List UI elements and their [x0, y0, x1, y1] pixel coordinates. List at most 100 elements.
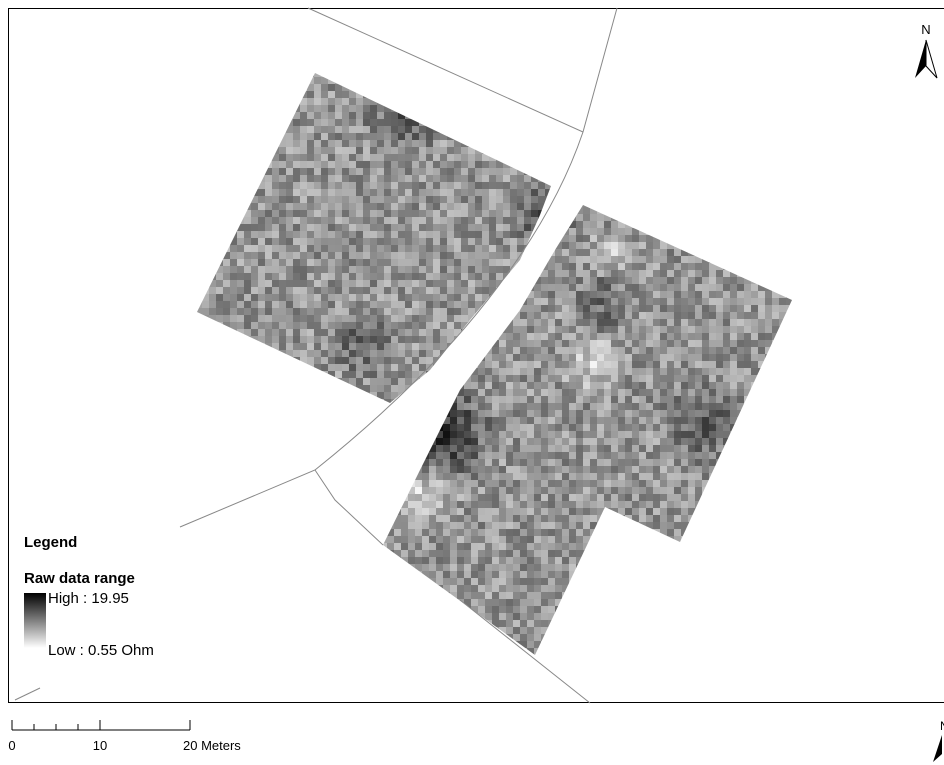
raster-cell [300, 224, 307, 231]
raster-cell [618, 459, 625, 466]
raster-cell [279, 196, 286, 203]
raster-cell [604, 473, 611, 480]
raster-cell [468, 154, 475, 161]
raster-cell [527, 326, 534, 333]
raster-cell [405, 280, 412, 287]
raster-cell [478, 480, 485, 487]
raster-cell [478, 473, 485, 480]
raster-cell [513, 389, 520, 396]
raster-cell [709, 326, 716, 333]
raster-cell [604, 284, 611, 291]
raster-cell [548, 452, 555, 459]
raster-cell [384, 203, 391, 210]
raster-cell [398, 378, 405, 385]
raster-cell [779, 305, 786, 312]
raster-cell [646, 277, 653, 284]
raster-cell [279, 168, 286, 175]
raster-cell [503, 217, 510, 224]
raster-cell [506, 417, 513, 424]
raster-cell [597, 305, 604, 312]
raster-cell [321, 203, 328, 210]
raster-cell [356, 105, 363, 112]
raster-cell [321, 189, 328, 196]
raster-cell [328, 133, 335, 140]
raster-cell [716, 270, 723, 277]
raster-cell [286, 133, 293, 140]
raster-cell [534, 438, 541, 445]
raster-cell [597, 480, 604, 487]
raster-cell [583, 487, 590, 494]
raster-cell [517, 231, 524, 238]
raster-cell [688, 438, 695, 445]
raster-cell [625, 298, 632, 305]
raster-cell [230, 273, 237, 280]
raster-cell [667, 291, 674, 298]
raster-cell [660, 473, 667, 480]
raster-cell [422, 466, 429, 473]
raster-cell [618, 270, 625, 277]
raster-cell [688, 382, 695, 389]
raster-cell [496, 266, 503, 273]
raster-cell [632, 298, 639, 305]
raster-cell [398, 238, 405, 245]
raster-cell [569, 333, 576, 340]
raster-cell [307, 343, 314, 350]
raster-cell [237, 238, 244, 245]
raster-cell [468, 182, 475, 189]
raster-cell [660, 431, 667, 438]
raster-cell [496, 224, 503, 231]
raster-cell [646, 431, 653, 438]
raster-cell [433, 294, 440, 301]
raster-cell [520, 487, 527, 494]
raster-cell [548, 298, 555, 305]
raster-cell [590, 340, 597, 347]
raster-cell [646, 466, 653, 473]
raster-cell [370, 231, 377, 238]
raster-cell [524, 196, 531, 203]
raster-cell [349, 98, 356, 105]
raster-cell [286, 140, 293, 147]
raster-cell [419, 196, 426, 203]
raster-cell [611, 263, 618, 270]
raster-cell [314, 224, 321, 231]
raster-cell [660, 438, 667, 445]
raster-cell [426, 252, 433, 259]
raster-cell [419, 350, 426, 357]
raster-cell [335, 168, 342, 175]
raster-cell [639, 396, 646, 403]
raster-cell [328, 259, 335, 266]
raster-cell [520, 333, 527, 340]
raster-cell [335, 203, 342, 210]
raster-cell [625, 284, 632, 291]
raster-cell [611, 403, 618, 410]
raster-cell [422, 487, 429, 494]
raster-cell [356, 287, 363, 294]
raster-cell [457, 417, 464, 424]
raster-cell [443, 431, 450, 438]
raster-cell [300, 280, 307, 287]
raster-cell [653, 368, 660, 375]
raster-cell [426, 133, 433, 140]
raster-cell [433, 182, 440, 189]
raster-cell [716, 277, 723, 284]
raster-cell [398, 357, 405, 364]
raster-cell [548, 396, 555, 403]
raster-cell [440, 196, 447, 203]
raster-cell [576, 424, 583, 431]
raster-cell [328, 217, 335, 224]
raster-cell [562, 354, 569, 361]
raster-cell [758, 326, 765, 333]
raster-cell [590, 459, 597, 466]
raster-cell [611, 249, 618, 256]
raster-cell [499, 473, 506, 480]
raster-cell [604, 403, 611, 410]
raster-cell [478, 382, 485, 389]
raster-cell [709, 438, 716, 445]
raster-cell [646, 473, 653, 480]
raster-cell [244, 238, 251, 245]
raster-cell [272, 322, 279, 329]
raster-cell [688, 361, 695, 368]
raster-cell [590, 445, 597, 452]
raster-cell [604, 459, 611, 466]
raster-cell [590, 389, 597, 396]
